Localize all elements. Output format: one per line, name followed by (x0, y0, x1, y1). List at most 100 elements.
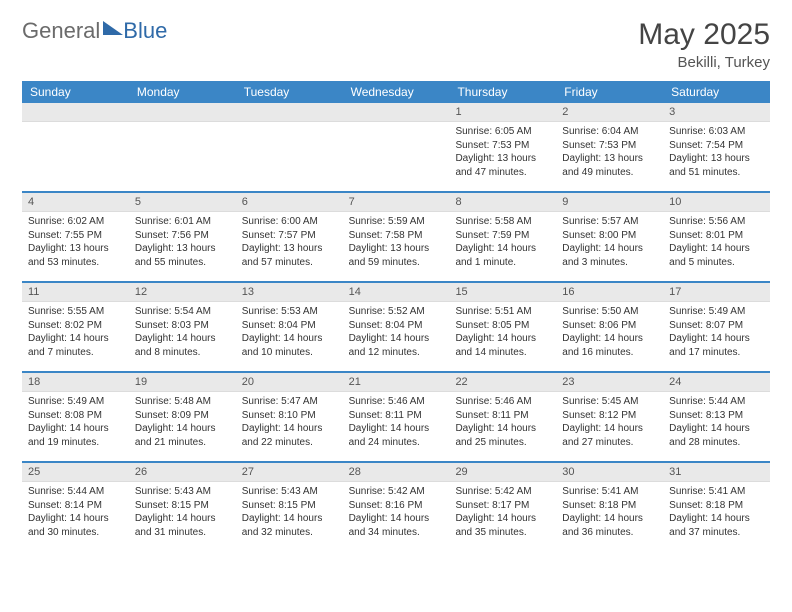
day-body: Sunrise: 5:50 AMSunset: 8:06 PMDaylight:… (556, 302, 663, 371)
sunrise-text: Sunrise: 5:46 AM (349, 395, 444, 409)
sunset-text: Sunset: 8:08 PM (28, 409, 123, 423)
day-body: Sunrise: 5:49 AMSunset: 8:07 PMDaylight:… (663, 302, 770, 371)
daylight-text: Daylight: 14 hours (669, 422, 764, 436)
sunset-text: Sunset: 8:15 PM (242, 499, 337, 513)
sunset-text: Sunset: 8:04 PM (349, 319, 444, 333)
sunset-text: Sunset: 7:58 PM (349, 229, 444, 243)
weekday-tue: Tuesday (236, 81, 343, 103)
day-body: Sunrise: 5:48 AMSunset: 8:09 PMDaylight:… (129, 392, 236, 461)
day-number (343, 103, 450, 122)
weekday-mon: Monday (129, 81, 236, 103)
day-body (22, 122, 129, 191)
daylight-text: and 28 minutes. (669, 436, 764, 450)
day-body: Sunrise: 5:53 AMSunset: 8:04 PMDaylight:… (236, 302, 343, 371)
sunrise-text: Sunrise: 5:49 AM (669, 305, 764, 319)
day-body: Sunrise: 5:41 AMSunset: 8:18 PMDaylight:… (663, 482, 770, 551)
day-body: Sunrise: 5:46 AMSunset: 8:11 PMDaylight:… (343, 392, 450, 461)
daylight-text: and 1 minute. (455, 256, 550, 270)
sunset-text: Sunset: 8:15 PM (135, 499, 230, 513)
daylight-text: and 14 minutes. (455, 346, 550, 360)
day-number: 27 (236, 463, 343, 482)
day-cell: 8Sunrise: 5:58 AMSunset: 7:59 PMDaylight… (449, 193, 556, 281)
daylight-text: and 24 minutes. (349, 436, 444, 450)
day-cell: 16Sunrise: 5:50 AMSunset: 8:06 PMDayligh… (556, 283, 663, 371)
day-body: Sunrise: 5:56 AMSunset: 8:01 PMDaylight:… (663, 212, 770, 281)
weekday-wed: Wednesday (343, 81, 450, 103)
day-number: 18 (22, 373, 129, 392)
daylight-text: and 7 minutes. (28, 346, 123, 360)
daylight-text: and 35 minutes. (455, 526, 550, 540)
day-cell: 17Sunrise: 5:49 AMSunset: 8:07 PMDayligh… (663, 283, 770, 371)
daylight-text: and 25 minutes. (455, 436, 550, 450)
sunrise-text: Sunrise: 5:55 AM (28, 305, 123, 319)
sunrise-text: Sunrise: 5:48 AM (135, 395, 230, 409)
daylight-text: Daylight: 14 hours (135, 512, 230, 526)
day-cell: 13Sunrise: 5:53 AMSunset: 8:04 PMDayligh… (236, 283, 343, 371)
daylight-text: and 37 minutes. (669, 526, 764, 540)
logo: General Blue (22, 18, 167, 44)
week-row: 1Sunrise: 6:05 AMSunset: 7:53 PMDaylight… (22, 103, 770, 193)
day-cell: 15Sunrise: 5:51 AMSunset: 8:05 PMDayligh… (449, 283, 556, 371)
sunset-text: Sunset: 8:02 PM (28, 319, 123, 333)
daylight-text: Daylight: 13 hours (562, 152, 657, 166)
daylight-text: and 8 minutes. (135, 346, 230, 360)
sunrise-text: Sunrise: 5:45 AM (562, 395, 657, 409)
sunrise-text: Sunrise: 5:58 AM (455, 215, 550, 229)
sunrise-text: Sunrise: 5:42 AM (455, 485, 550, 499)
daylight-text: Daylight: 14 hours (455, 242, 550, 256)
sunrise-text: Sunrise: 6:05 AM (455, 125, 550, 139)
daylight-text: Daylight: 14 hours (349, 512, 444, 526)
sunset-text: Sunset: 8:09 PM (135, 409, 230, 423)
day-cell: 22Sunrise: 5:46 AMSunset: 8:11 PMDayligh… (449, 373, 556, 461)
daylight-text: and 34 minutes. (349, 526, 444, 540)
daylight-text: Daylight: 14 hours (242, 332, 337, 346)
day-body: Sunrise: 5:52 AMSunset: 8:04 PMDaylight:… (343, 302, 450, 371)
weekday-thu: Thursday (449, 81, 556, 103)
daylight-text: Daylight: 14 hours (562, 422, 657, 436)
daylight-text: and 3 minutes. (562, 256, 657, 270)
day-number: 4 (22, 193, 129, 212)
sunrise-text: Sunrise: 5:42 AM (349, 485, 444, 499)
day-cell: 9Sunrise: 5:57 AMSunset: 8:00 PMDaylight… (556, 193, 663, 281)
day-body: Sunrise: 5:55 AMSunset: 8:02 PMDaylight:… (22, 302, 129, 371)
sunrise-text: Sunrise: 5:43 AM (135, 485, 230, 499)
day-body: Sunrise: 5:51 AMSunset: 8:05 PMDaylight:… (449, 302, 556, 371)
location-subtitle: Bekilli, Turkey (638, 54, 770, 71)
sunrise-text: Sunrise: 5:50 AM (562, 305, 657, 319)
sunrise-text: Sunrise: 5:44 AM (669, 395, 764, 409)
sunset-text: Sunset: 8:11 PM (455, 409, 550, 423)
daylight-text: Daylight: 14 hours (242, 512, 337, 526)
day-body: Sunrise: 5:44 AMSunset: 8:13 PMDaylight:… (663, 392, 770, 461)
day-body: Sunrise: 5:41 AMSunset: 8:18 PMDaylight:… (556, 482, 663, 551)
logo-wedge-icon (103, 21, 123, 35)
sunset-text: Sunset: 8:14 PM (28, 499, 123, 513)
daylight-text: Daylight: 14 hours (562, 512, 657, 526)
day-number: 6 (236, 193, 343, 212)
sunset-text: Sunset: 8:06 PM (562, 319, 657, 333)
sunrise-text: Sunrise: 6:00 AM (242, 215, 337, 229)
day-body: Sunrise: 5:45 AMSunset: 8:12 PMDaylight:… (556, 392, 663, 461)
day-body: Sunrise: 5:46 AMSunset: 8:11 PMDaylight:… (449, 392, 556, 461)
day-body: Sunrise: 5:42 AMSunset: 8:17 PMDaylight:… (449, 482, 556, 551)
sunset-text: Sunset: 7:53 PM (562, 139, 657, 153)
day-body: Sunrise: 6:03 AMSunset: 7:54 PMDaylight:… (663, 122, 770, 191)
day-number: 3 (663, 103, 770, 122)
day-body: Sunrise: 5:42 AMSunset: 8:16 PMDaylight:… (343, 482, 450, 551)
day-cell (129, 103, 236, 191)
week-row: 4Sunrise: 6:02 AMSunset: 7:55 PMDaylight… (22, 193, 770, 283)
day-number: 12 (129, 283, 236, 302)
header: General Blue May 2025 Bekilli, Turkey (22, 18, 770, 71)
sunrise-text: Sunrise: 5:47 AM (242, 395, 337, 409)
daylight-text: and 36 minutes. (562, 526, 657, 540)
day-cell: 7Sunrise: 5:59 AMSunset: 7:58 PMDaylight… (343, 193, 450, 281)
sunset-text: Sunset: 7:55 PM (28, 229, 123, 243)
daylight-text: Daylight: 14 hours (455, 422, 550, 436)
sunset-text: Sunset: 8:18 PM (669, 499, 764, 513)
day-cell (236, 103, 343, 191)
daylight-text: and 53 minutes. (28, 256, 123, 270)
sunset-text: Sunset: 7:59 PM (455, 229, 550, 243)
day-cell: 19Sunrise: 5:48 AMSunset: 8:09 PMDayligh… (129, 373, 236, 461)
weekday-header: Sunday Monday Tuesday Wednesday Thursday… (22, 81, 770, 103)
daylight-text: Daylight: 14 hours (242, 422, 337, 436)
daylight-text: Daylight: 14 hours (349, 422, 444, 436)
